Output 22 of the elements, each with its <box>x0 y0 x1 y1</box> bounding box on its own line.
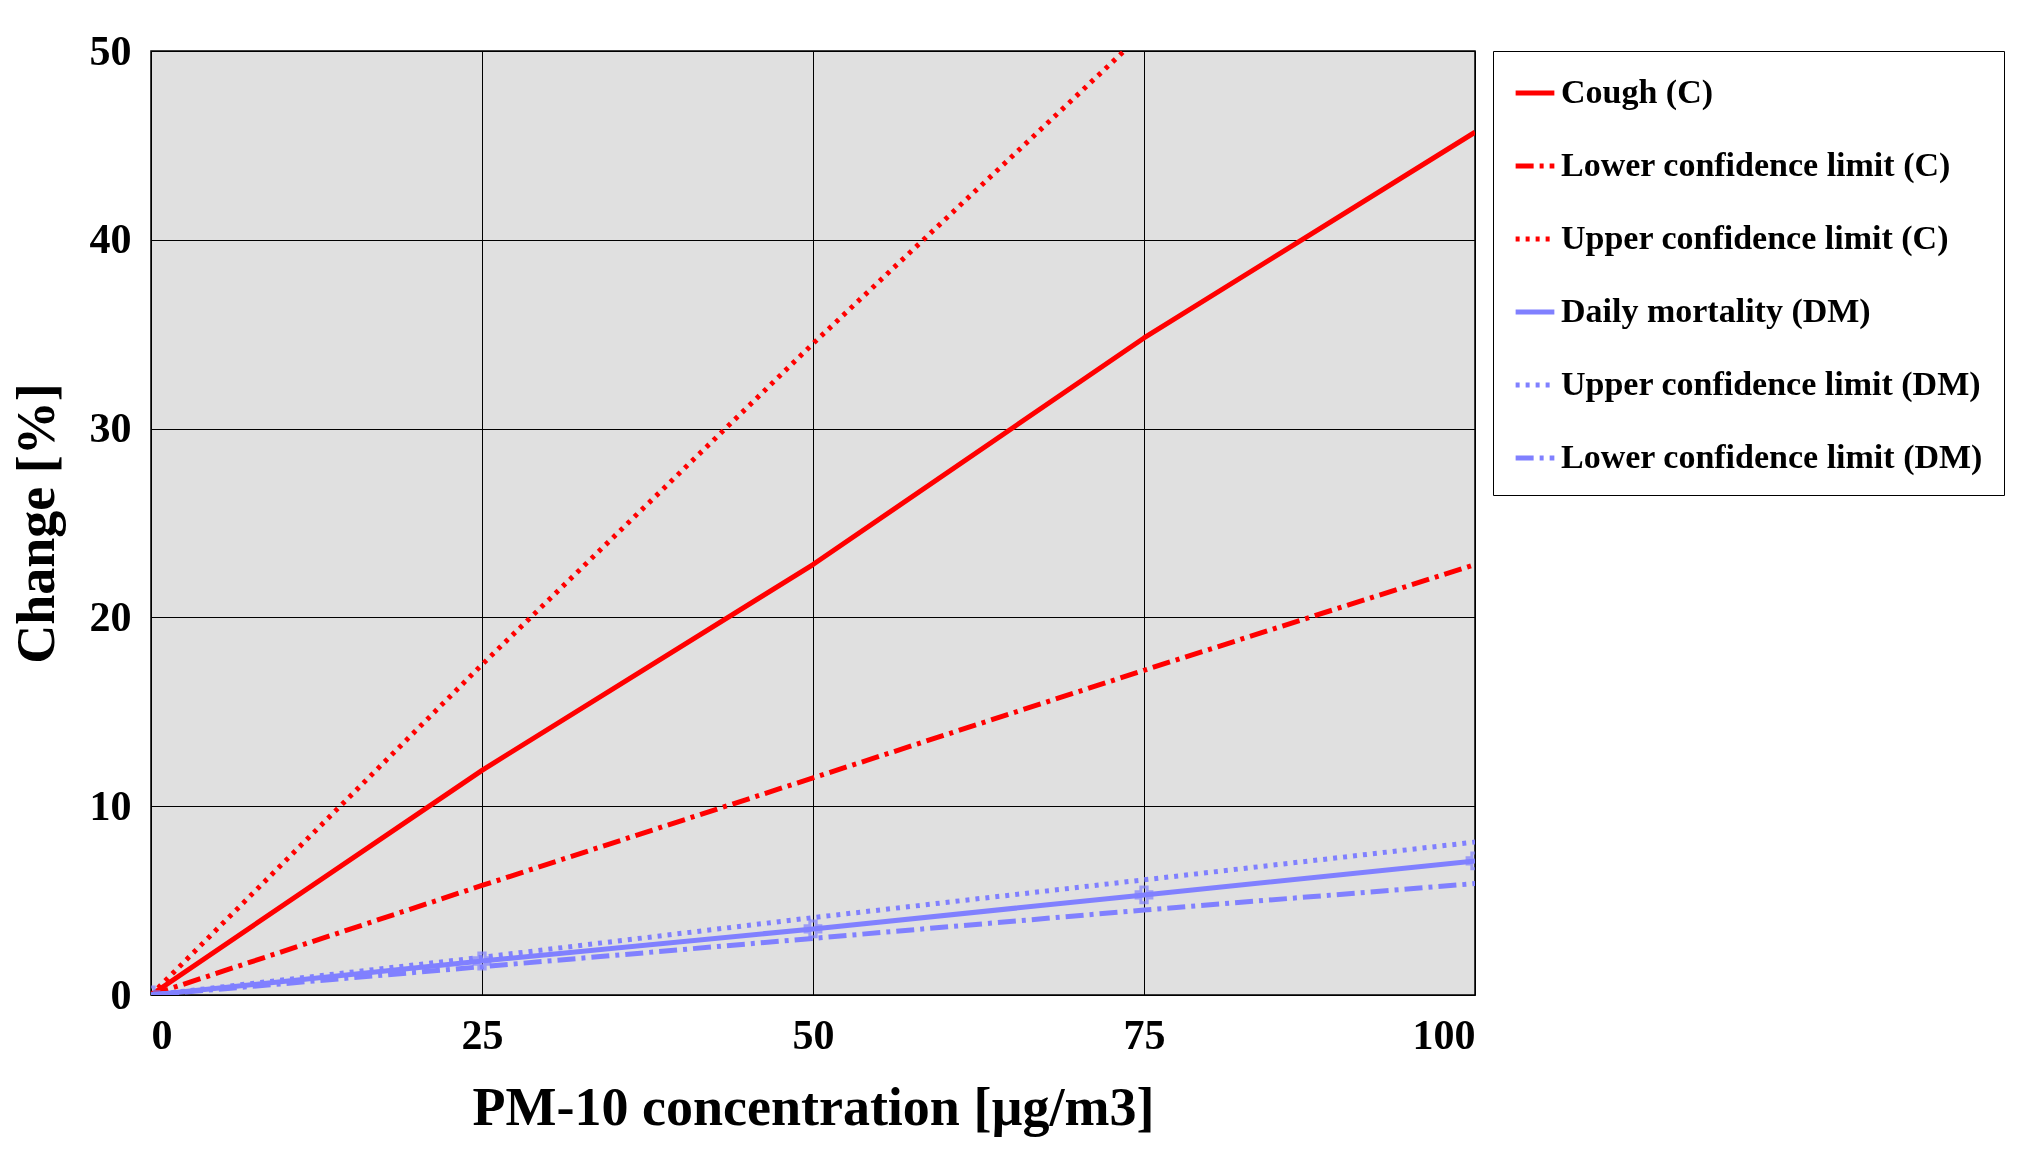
legend-label: Lower confidence limit (DM) <box>1561 438 1983 476</box>
legend-label: Daily mortality (DM) <box>1561 292 1871 330</box>
x-tick-label: 75 <box>1123 1011 1166 1058</box>
point <box>803 919 823 939</box>
x-tick-label: 0 <box>151 1011 173 1058</box>
point <box>472 951 492 971</box>
legend-label: Lower confidence limit (C) <box>1561 146 1951 184</box>
y-tick-label: 20 <box>89 593 132 640</box>
y-tick-label: 10 <box>89 782 132 829</box>
point <box>1134 885 1154 905</box>
y-tick-label: 30 <box>89 405 132 452</box>
x-tick-label: 50 <box>792 1011 835 1058</box>
y-tick-label: 40 <box>89 216 132 263</box>
legend-label: Cough (C) <box>1561 73 1714 111</box>
y-tick-label: 50 <box>89 27 132 74</box>
y-axis-title: Change [%] <box>5 383 66 664</box>
x-axis-title: PM-10 concentration [µg/m3] <box>472 1076 1155 1137</box>
legend-label: Upper confidence limit (C) <box>1561 219 1949 257</box>
x-tick-label: 25 <box>461 1011 504 1058</box>
x-tick-label: 100 <box>1412 1011 1476 1058</box>
y-tick-label: 0 <box>110 971 132 1018</box>
legend-label: Upper confidence limit (DM) <box>1561 365 1981 403</box>
